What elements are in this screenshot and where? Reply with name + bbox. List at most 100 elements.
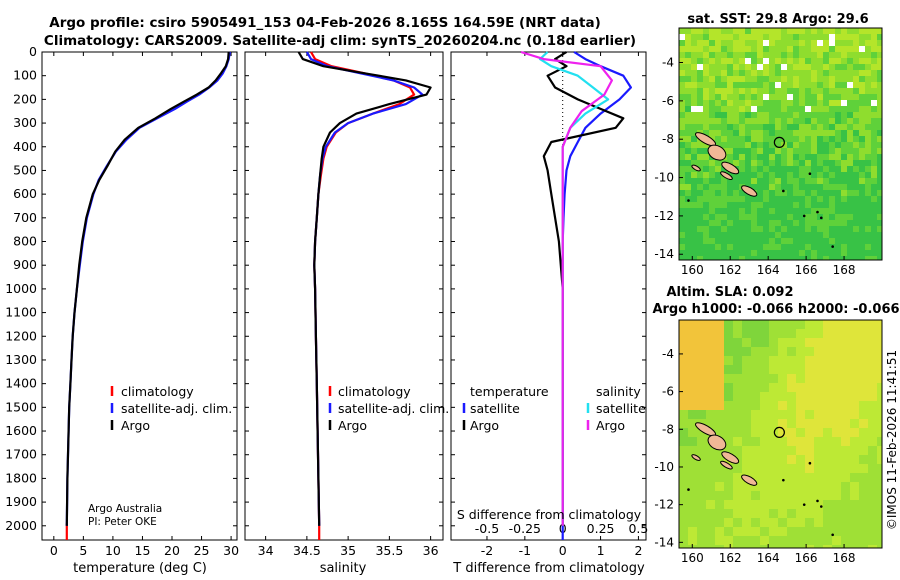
map-cell [811,184,817,190]
map-cell [817,136,823,142]
map-cell [751,208,757,214]
map-cell [745,58,751,64]
map-cell [841,509,850,518]
map-cell [685,76,691,82]
map-cell [805,320,814,329]
map-cell [823,148,829,154]
coast-speck [687,199,690,202]
map-cell [685,190,691,196]
map-cell [823,491,832,500]
map-cell [703,214,709,220]
map-cell [817,148,823,154]
map-cell [865,28,871,34]
map-cell [769,226,775,232]
map-cell [778,464,787,473]
map-y-tick-label: -10 [654,171,674,185]
map-cell [835,40,841,46]
map-cell [841,208,847,214]
map-cell [769,142,775,148]
map-cell [778,320,787,329]
map-cell [805,148,811,154]
map-cell [715,401,724,410]
map-cell [787,106,793,112]
map-cell [685,58,691,64]
map-cell [769,392,778,401]
map-cell [841,392,850,401]
map-cell [715,76,721,82]
map-cell [733,94,739,100]
map-cell [817,100,823,106]
map-cell [769,88,775,94]
map-cell [679,58,685,64]
map-cell [715,172,721,178]
map-cell [733,52,739,58]
map-cell [769,154,775,160]
map-cell [829,52,835,58]
map-cell [775,106,781,112]
map-cell [697,124,703,130]
map-cell [799,100,805,106]
map-cell [769,40,775,46]
map-cell [715,356,724,365]
map-cell [709,196,715,202]
map-cell [775,178,781,184]
map-cell [841,446,850,455]
map-cell [796,356,805,365]
map-cell [829,256,835,260]
map-cell [829,214,835,220]
map-cell [757,184,763,190]
map-cell [805,142,811,148]
map-cell [829,250,835,256]
map-cell [841,34,847,40]
map-cell [859,256,865,260]
map-cell [877,347,882,356]
map-cell [865,58,871,64]
map-cell [733,46,739,52]
legend-label-satellite: satellite-adj. clim. [121,401,232,416]
map-cell [715,491,724,500]
map-cell [769,52,775,58]
map-cell [871,232,877,238]
map-cell [769,46,775,52]
map-cell [817,88,823,94]
map-cell [877,46,882,52]
map-cell [724,491,733,500]
map-cell [751,124,757,130]
map-cell [793,40,799,46]
map-cell [841,166,847,172]
map-y-tick-label: -4 [662,347,674,361]
map-cell [787,244,793,250]
map-cell [763,136,769,142]
map-cell [817,82,823,88]
map-cell [745,70,751,76]
map-cell [679,46,685,52]
map-cell [817,118,823,124]
map-cell [691,202,697,208]
map-cell [724,320,733,329]
y-tick-label: 200 [13,91,37,106]
map-cell [745,154,751,160]
map-cell [778,482,787,491]
map-cell [745,130,751,136]
map-cell [697,196,703,202]
map-cell [775,142,781,148]
map-cell [709,112,715,118]
map-cell [691,208,697,214]
map-cell [781,76,787,82]
map-cell [805,482,814,491]
map-cell [763,232,769,238]
map-cell [817,202,823,208]
map-cell [751,437,760,446]
salinity-series [297,51,432,540]
map-cell [703,232,709,238]
map-cell [751,536,760,545]
map-cell [823,226,829,232]
coast-speck [808,172,812,176]
map-cell [769,172,775,178]
map-cell [769,464,778,473]
map-cell [835,58,841,64]
map-cell [865,94,871,100]
map-cell [811,196,817,202]
map-cell [811,154,817,160]
map-cell [691,172,697,178]
